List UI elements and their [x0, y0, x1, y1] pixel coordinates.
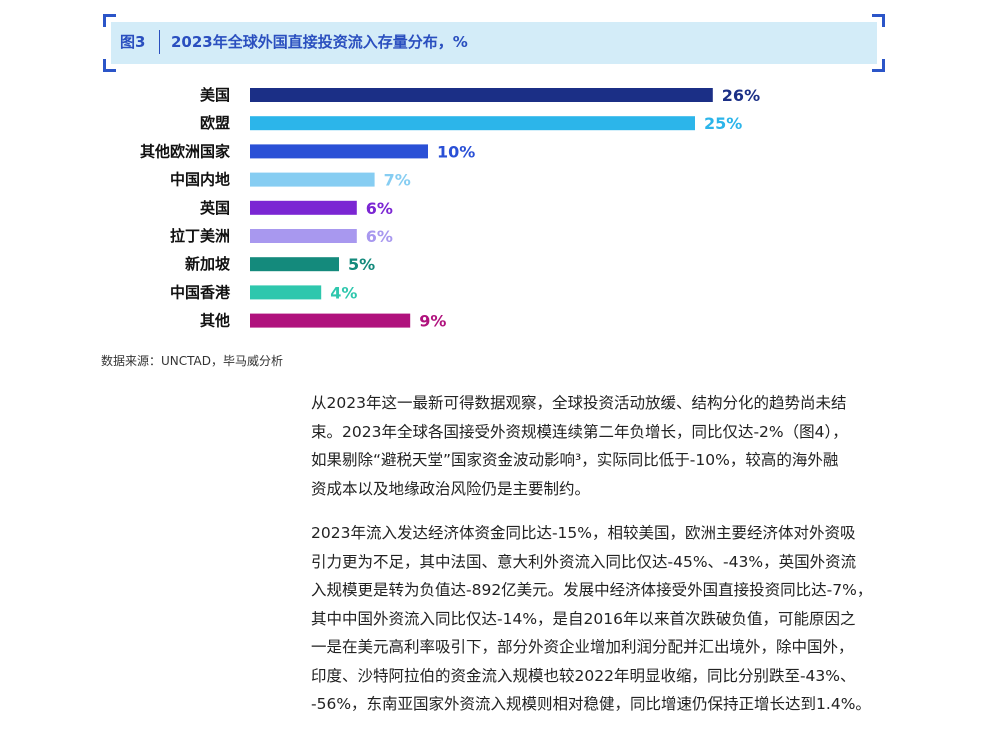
- value-label: 4%: [330, 283, 357, 302]
- figure-title-box: 图3 2023年全球外国直接投资流入存量分布，%: [103, 14, 885, 72]
- category-label: 新加坡: [185, 255, 230, 273]
- paragraph-line: 印度、沙特阿拉伯的资金流入规模也较2022年明显收缩，同比分别跌至-43%、: [311, 666, 856, 685]
- paragraph-line: 入规模更是转为负值达-892亿美元。发展中经济体接受外国直接投资同比达-7%，: [311, 581, 873, 599]
- bar-chart: 美国 26% 欧盟 25% 其他欧洲国家 10% 中国内地 7% 英国 6% 拉丁美洲 6% 新加坡 5%…: [140, 86, 760, 331]
- paragraph-line: 从2023年这一最新可得数据观察，全球投资活动放缓、结构分化的趋势尚未结: [311, 394, 847, 412]
- paragraph-line: 其中中国外资流入同比仅达-14%，是自2016年以来首次跌破负值，可能原因之: [311, 609, 856, 628]
- body-paragraph-2: 2023年流入发达经济体资金同比达-15%，相较美国，欧洲主要经济体对外资吸 引力…: [311, 519, 911, 719]
- corner-bracket-top-right: [872, 14, 885, 27]
- value-label: 10%: [437, 142, 475, 161]
- paragraph-line: 如果剔除“避税天堂”国家资金波动影响³，实际同比低于-10%，较高的海外融: [311, 451, 839, 469]
- bar: [250, 229, 357, 243]
- bar: [250, 144, 428, 159]
- bar: [250, 313, 411, 328]
- category-label: 其他: [200, 312, 230, 330]
- paragraph-line: 引力更为不足，其中法国、意大利外资流入同比仅达-45%、-43%，英国外资流: [311, 552, 857, 571]
- category-label: 拉丁美洲: [170, 227, 230, 245]
- category-label: 欧盟: [200, 114, 230, 132]
- bar: [250, 116, 695, 131]
- value-label: 9%: [419, 312, 446, 331]
- body-paragraph-1: 从2023年这一最新可得数据观察，全球投资活动放缓、结构分化的趋势尚未结 束。20…: [311, 389, 911, 503]
- corner-bracket-top-left: [103, 14, 116, 27]
- paragraph-line: 束。2023年全球各国接受外资规模连续第二年负增长，同比仅达-2%（图4），: [311, 422, 848, 441]
- bar: [250, 285, 322, 300]
- value-label: 6%: [366, 199, 393, 218]
- category-label: 中国内地: [170, 171, 230, 189]
- category-label: 中国香港: [170, 283, 231, 301]
- bar: [250, 200, 357, 215]
- figure-title-background: [111, 22, 877, 64]
- paragraph-line: 一是在美元高利率吸引下，部分外资企业增加利润分配并汇出境外，除中国外，: [311, 638, 854, 656]
- data-source-note: 数据来源：UNCTAD，毕马威分析: [101, 354, 283, 368]
- category-label: 英国: [200, 199, 230, 217]
- bar: [250, 172, 375, 187]
- bar: [250, 257, 339, 272]
- figure-title-divider: [159, 30, 160, 54]
- figure-title: 2023年全球外国直接投资流入存量分布，%: [171, 33, 468, 51]
- paragraph-line: -56%，东南亚国家外资流入规模则相对稳健，同比增速仍保持正增长达到1.4%。: [311, 695, 871, 713]
- paragraph-line: 资成本以及地缘政治风险仍是主要制约。: [311, 479, 591, 498]
- value-label: 5%: [348, 255, 375, 274]
- value-label: 26%: [722, 86, 760, 105]
- value-label: 25%: [704, 114, 742, 133]
- figure-number: 图3: [120, 33, 146, 51]
- bar: [250, 88, 713, 102]
- corner-bracket-bottom-right: [872, 59, 885, 72]
- value-label: 6%: [366, 227, 393, 246]
- paragraph-line: 2023年流入发达经济体资金同比达-15%，相较美国，欧洲主要经济体对外资吸: [311, 524, 856, 542]
- value-label: 7%: [384, 171, 411, 190]
- category-label: 其他欧洲国家: [140, 142, 230, 160]
- category-label: 美国: [200, 86, 230, 104]
- corner-bracket-bottom-left: [103, 59, 116, 72]
